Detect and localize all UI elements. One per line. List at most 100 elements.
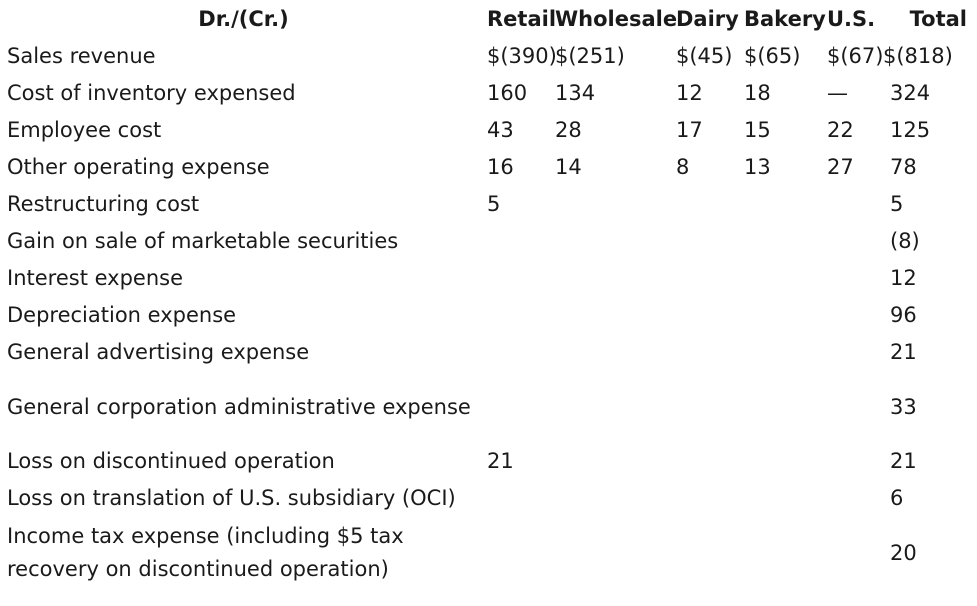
table-row: Sales revenue $(390) $(251) $(45) $(65) …: [0, 38, 977, 75]
cell-total: 78: [890, 155, 917, 179]
cell-wholesale: 14: [555, 155, 582, 179]
row-label: Interest expense: [7, 266, 183, 290]
cell-us: [820, 371, 883, 443]
cell-wholesale: [548, 223, 669, 260]
header-retail: Retail: [487, 6, 557, 31]
row-label: General corporation administrative expen…: [7, 394, 471, 419]
cell-retail: $(390): [487, 44, 557, 68]
cell-dairy: [669, 480, 737, 517]
cell-bakery: [737, 480, 820, 517]
cell-us: [820, 517, 883, 589]
cell-retail: 21: [487, 449, 514, 473]
cell-bakery: [737, 186, 820, 223]
cell-retail: [480, 334, 548, 371]
table-row: Loss on discontinued operation 21 21: [0, 443, 977, 480]
cell-bakery: 13: [744, 155, 771, 179]
cell-dairy: [669, 186, 737, 223]
table-row: Depreciation expense 96: [0, 297, 977, 334]
cell-wholesale: [548, 480, 669, 517]
row-label: Gain on sale of marketable securities: [7, 229, 399, 253]
cell-retail: [480, 223, 548, 260]
cell-retail: 160: [487, 81, 528, 105]
cell-us: [820, 334, 883, 371]
table-row: Income tax expense (including $5 tax rec…: [0, 517, 977, 589]
cell-dairy: 12: [676, 81, 703, 105]
cell-total: 324: [890, 81, 931, 105]
table-row: Gain on sale of marketable securities (8…: [0, 223, 977, 260]
cell-dairy: [669, 517, 737, 589]
cell-retail: 43: [487, 118, 514, 142]
header-bakery: Bakery: [744, 6, 826, 31]
cell-us: [820, 480, 883, 517]
cell-dairy: [669, 443, 737, 480]
row-label: Income tax expense (including $5 tax rec…: [7, 524, 404, 581]
row-label: General advertising expense: [7, 340, 310, 364]
cell-dairy: [669, 334, 737, 371]
row-label: Depreciation expense: [7, 303, 237, 327]
cell-total: 5: [890, 192, 904, 216]
cell-us: [820, 223, 883, 260]
cell-us: [820, 186, 883, 223]
cell-us: [820, 443, 883, 480]
cell-us: 22: [827, 118, 854, 142]
cell-wholesale: [548, 443, 669, 480]
cell-wholesale: 134: [555, 81, 596, 105]
cell-dairy: [669, 297, 737, 334]
cell-wholesale: 28: [555, 118, 582, 142]
cell-total: 33: [890, 394, 917, 419]
row-label: Other operating expense: [7, 155, 270, 179]
cell-total: $(818): [883, 44, 953, 68]
cell-us: [820, 297, 883, 334]
header-us: U.S.: [827, 6, 876, 31]
cell-total: 12: [890, 266, 917, 290]
cell-bakery: [737, 371, 820, 443]
cell-total: 20: [890, 540, 917, 565]
table-row: Employee cost 43 28 17 15 22 125: [0, 112, 977, 149]
cell-bakery: $(65): [744, 44, 801, 68]
row-label: Loss on translation of U.S. subsidiary (…: [7, 486, 456, 510]
cell-wholesale: [548, 334, 669, 371]
cell-total: 96: [890, 303, 917, 327]
cell-bakery: 15: [744, 118, 771, 142]
cell-retail: 5: [487, 192, 501, 216]
header-drcr: Dr./(Cr.): [198, 6, 289, 31]
cell-retail: [480, 297, 548, 334]
cell-retail: 16: [487, 155, 514, 179]
cell-dairy: $(45): [676, 44, 733, 68]
row-label: Restructuring cost: [7, 192, 200, 216]
cell-wholesale: [548, 297, 669, 334]
cell-dairy: [669, 371, 737, 443]
cell-bakery: 18: [744, 81, 771, 105]
cell-total: 21: [890, 340, 917, 364]
cell-wholesale: [548, 517, 669, 589]
table-row: Interest expense 12: [0, 260, 977, 297]
cell-bakery: [737, 297, 820, 334]
cell-bakery: [737, 260, 820, 297]
cell-retail: [480, 517, 548, 589]
cell-bakery: [737, 223, 820, 260]
cell-wholesale: [548, 186, 669, 223]
header-wholesale: Wholesale: [555, 6, 678, 31]
row-label: Sales revenue: [7, 44, 156, 68]
row-label: Employee cost: [7, 118, 162, 142]
header-dairy: Dairy: [676, 6, 739, 31]
cell-retail: [480, 260, 548, 297]
cell-wholesale: $(251): [555, 44, 625, 68]
cell-total: (8): [890, 229, 920, 253]
cell-us: $(67): [827, 44, 884, 68]
cell-total: 125: [890, 118, 931, 142]
segment-expense-table: Dr./(Cr.) Retail Wholesale Dairy Bakery …: [0, 0, 977, 589]
cell-wholesale: [548, 371, 669, 443]
table-row: Other operating expense 16 14 8 13 27 78: [0, 149, 977, 186]
cell-dairy: [669, 260, 737, 297]
cell-total: 6: [890, 486, 904, 510]
cell-dairy: [669, 223, 737, 260]
cell-bakery: [737, 334, 820, 371]
cell-retail: [480, 371, 548, 443]
cell-bakery: [737, 517, 820, 589]
cell-bakery: [737, 443, 820, 480]
table-row: Restructuring cost 5 5: [0, 186, 977, 223]
header-row: Dr./(Cr.) Retail Wholesale Dairy Bakery …: [0, 0, 977, 38]
cell-wholesale: [548, 260, 669, 297]
table-row: General advertising expense 21: [0, 334, 977, 371]
